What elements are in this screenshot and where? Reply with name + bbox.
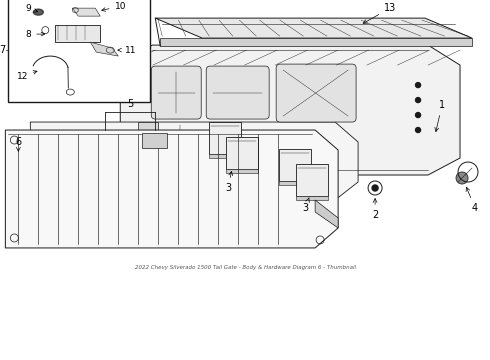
Text: 11: 11 [118,46,136,55]
Ellipse shape [33,9,43,15]
Bar [296,196,328,200]
Text: 2022 Chevy Silverado 1500 Tail Gate - Body & Hardware Diagram 6 - Thumbnail: 2022 Chevy Silverado 1500 Tail Gate - Bo… [135,265,356,270]
Circle shape [416,113,420,118]
Bar [138,122,158,136]
Bar [209,154,241,158]
Polygon shape [73,8,100,16]
Text: 12: 12 [17,71,37,81]
Circle shape [416,127,420,132]
Text: 8: 8 [25,30,45,39]
Bar [142,133,167,148]
Text: 9: 9 [25,4,38,13]
Circle shape [416,82,420,87]
Bar [279,149,311,181]
Polygon shape [90,42,118,56]
Bar [226,137,258,169]
Text: 4: 4 [466,187,478,213]
FancyBboxPatch shape [151,66,201,119]
Text: 1: 1 [435,100,445,131]
Circle shape [372,185,378,191]
Polygon shape [5,130,338,248]
Bar [209,122,241,154]
Text: 10: 10 [102,2,126,11]
Bar [55,25,100,42]
Text: 7: 7 [0,45,5,55]
Bar [8,0,150,102]
Polygon shape [30,122,358,200]
Text: 6: 6 [15,137,22,151]
Bar [226,169,258,173]
Text: 13: 13 [363,3,396,23]
Text: 2: 2 [372,198,378,220]
Circle shape [416,98,420,103]
FancyBboxPatch shape [276,64,356,122]
FancyBboxPatch shape [206,66,269,119]
Text: 5: 5 [127,99,133,109]
Polygon shape [120,45,460,175]
Polygon shape [160,38,472,46]
Bar [296,164,328,196]
Text: 3: 3 [302,198,309,213]
Polygon shape [155,18,472,38]
Bar [279,181,311,185]
Text: 3: 3 [225,171,233,193]
Circle shape [456,172,468,184]
Polygon shape [315,200,338,228]
